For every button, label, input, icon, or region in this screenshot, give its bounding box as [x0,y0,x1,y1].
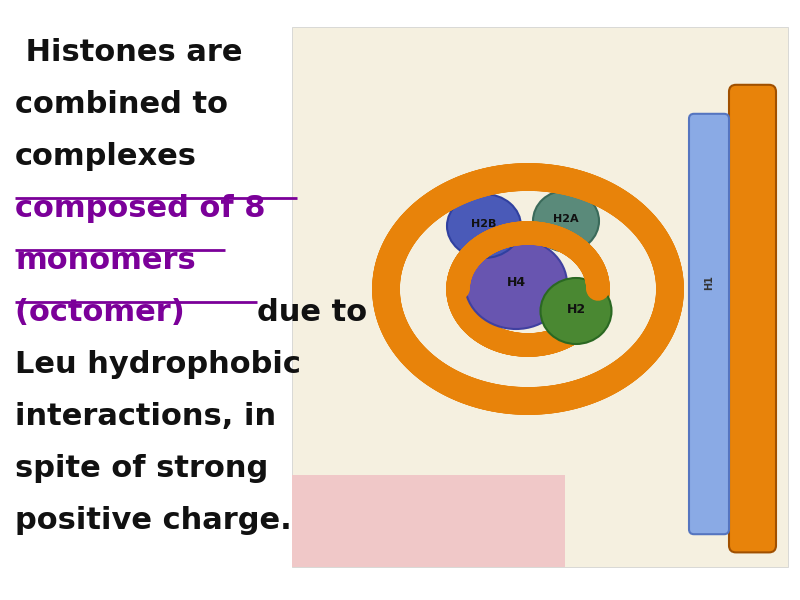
Text: complexes: complexes [15,142,197,171]
Text: Leu hydrophobic: Leu hydrophobic [15,350,301,379]
Text: H2: H2 [566,302,586,316]
Text: due to: due to [257,298,367,327]
Ellipse shape [465,239,567,329]
Bar [292,27,788,567]
Bar [292,475,565,567]
Text: interactions, in: interactions, in [15,402,276,431]
Ellipse shape [533,191,599,251]
Text: combined to: combined to [15,90,228,119]
Text: composed of 8: composed of 8 [15,194,266,223]
Text: spite of strong: spite of strong [15,454,268,483]
FancyBboxPatch shape [729,85,776,553]
FancyBboxPatch shape [689,114,729,534]
Text: H1: H1 [704,275,714,290]
Text: H2B: H2B [471,219,497,229]
Ellipse shape [447,194,521,258]
Text: monomers: monomers [15,246,196,275]
Text: (octomer): (octomer) [15,298,195,327]
Text: H2A: H2A [553,214,579,224]
Ellipse shape [541,278,611,344]
Text: Histones are: Histones are [15,38,242,67]
Text: positive charge.: positive charge. [15,506,292,535]
Text: H4: H4 [506,275,526,289]
